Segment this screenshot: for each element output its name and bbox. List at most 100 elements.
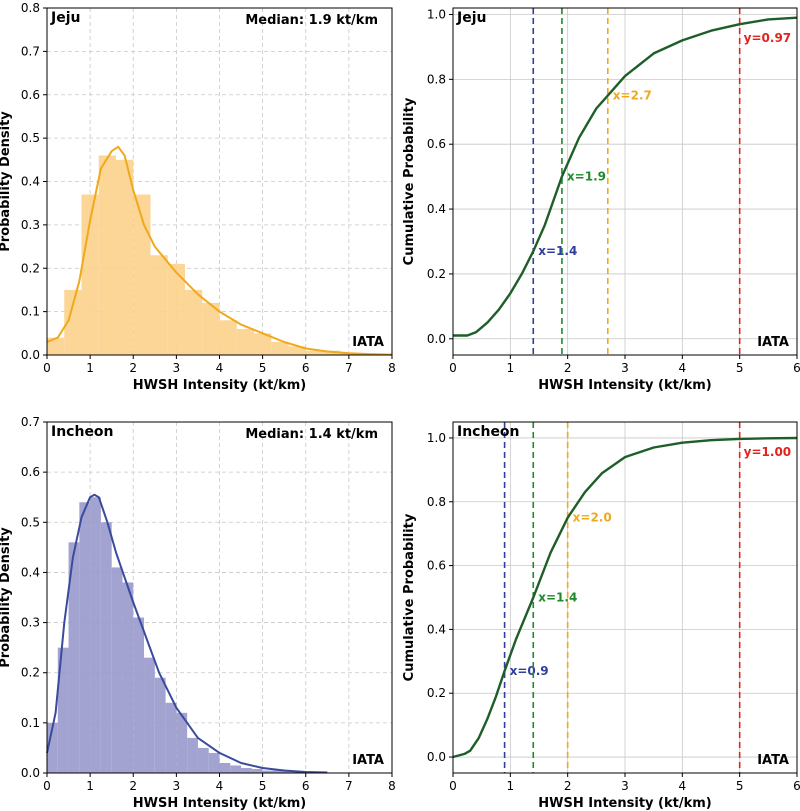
y-tick-label: 0.8 <box>21 1 40 15</box>
x-tick-label: 8 <box>388 779 396 793</box>
histogram-bar <box>98 155 116 355</box>
x-axis-label: HWSH Intensity (kt/km) <box>133 378 306 393</box>
histogram-bar <box>236 328 254 355</box>
cdf-curve <box>452 436 798 759</box>
x-tick-label: 5 <box>736 361 744 375</box>
histogram-bar <box>116 159 134 355</box>
x-tick-label: 1 <box>86 779 94 793</box>
x-tick-label: 1 <box>507 779 515 793</box>
histogram-bar <box>219 762 231 773</box>
histogram-bar <box>288 346 306 355</box>
x-tick-label: 0 <box>449 361 457 375</box>
iata-watermark: IATA <box>352 335 384 350</box>
panel-incheon-pdf: 0 1 2 3 4 5 6 7 8 0.0 0.1 0.2 0.3 0.4 0.5 0.6 0.7 HWSH I… <box>0 415 396 811</box>
histogram-bar <box>68 542 80 773</box>
kde-curve <box>46 145 393 356</box>
reference-line-label: x=1.4 <box>538 591 577 605</box>
x-tick-label: 6 <box>302 779 310 793</box>
x-tick-label: 2 <box>129 779 137 793</box>
histogram-bar <box>122 582 134 773</box>
histogram-bar <box>133 617 145 773</box>
cdf-curve <box>453 16 798 337</box>
panel-jeju-pdf: 0 1 2 3 4 5 6 7 8 0.0 0.1 0.2 0.3 0.4 0.5 0.6 0.7 0.8 HWS… <box>0 1 396 393</box>
histogram-bar <box>90 497 101 773</box>
reference-line-label: x=2.7 <box>613 89 652 103</box>
panel-title: Jeju <box>50 10 80 26</box>
x-axis-label: HWSH Intensity (kt/km) <box>538 378 711 393</box>
panel-incheon-cdf: x=0.9 x=1.4 x=2.0 y=1.00 0 1 2 3 4 5 6 0.0 0.2 0.4 0.… <box>402 421 800 811</box>
x-tick-label: 7 <box>345 361 353 375</box>
y-tick-label: 0.1 <box>21 305 40 319</box>
histogram-bar <box>230 765 242 773</box>
y-tick-label: 0.8 <box>427 72 446 86</box>
x-tick-label: 5 <box>259 779 267 793</box>
histogram-bar <box>167 263 185 355</box>
reference-line-label: x=1.4 <box>538 244 577 258</box>
x-tick-label: 4 <box>216 779 224 793</box>
x-tick-label: 3 <box>621 779 629 793</box>
histogram-bar <box>144 657 155 773</box>
y-tick-label: 0.6 <box>21 465 40 479</box>
x-tick-label: 4 <box>679 779 687 793</box>
x-tick-label: 0 <box>43 779 51 793</box>
histogram-bar <box>100 522 112 773</box>
y-axis-label: Probability Density <box>0 527 13 668</box>
y-tick-label: 0.4 <box>427 622 446 636</box>
panel-jeju-cdf: x=1.4 x=1.9 x=2.7 y=0.97 0 1 2 3 4 5 6 0.0 0.2 0.4 0.… <box>402 7 800 393</box>
x-tick-label: 4 <box>216 361 224 375</box>
iata-watermark: IATA <box>757 753 789 768</box>
histogram-bar <box>47 722 58 773</box>
y-tick-label: 1.0 <box>427 7 446 21</box>
histogram-bar <box>111 567 123 773</box>
x-tick-label: 3 <box>173 361 181 375</box>
iata-watermark: IATA <box>352 753 384 768</box>
histogram-bar <box>47 337 65 355</box>
y-tick-label: 0.1 <box>21 716 40 730</box>
y-tick-label: 0.0 <box>427 332 446 346</box>
y-tick-label: 0.2 <box>21 261 40 275</box>
median-label: Median: 1.9 kt/km <box>245 13 378 28</box>
x-tick-label: 7 <box>345 779 353 793</box>
histogram-bar <box>150 255 168 355</box>
histogram-bar <box>133 194 151 355</box>
y-tick-label: 0.2 <box>21 666 40 680</box>
histogram-bar <box>187 737 198 773</box>
histogram-bar <box>202 302 220 355</box>
x-tick-label: 0 <box>43 361 51 375</box>
x-tick-label: 5 <box>259 361 267 375</box>
histogram-bar <box>79 502 91 773</box>
histogram-bar <box>241 767 252 773</box>
panel-title: Incheon <box>457 424 520 440</box>
x-tick-label: 1 <box>507 361 515 375</box>
x-tick-label: 2 <box>564 779 572 793</box>
reference-line-label: y=1.00 <box>744 445 791 459</box>
y-tick-label: 0.3 <box>21 218 40 232</box>
y-tick-label: 0.4 <box>21 565 40 579</box>
x-tick-label: 2 <box>564 361 572 375</box>
x-tick-label: 4 <box>679 361 687 375</box>
y-tick-label: 0.6 <box>427 137 446 151</box>
kde-curve <box>46 493 328 774</box>
y-axis-label: Probability Density <box>0 111 13 252</box>
y-tick-label: 0.6 <box>21 88 40 102</box>
y-tick-label: 0.2 <box>427 267 446 281</box>
x-tick-label: 3 <box>621 361 629 375</box>
x-tick-label: 8 <box>388 361 396 375</box>
x-tick-label: 6 <box>793 779 800 793</box>
x-tick-label: 5 <box>736 779 744 793</box>
y-tick-label: 0.7 <box>21 415 40 429</box>
x-tick-label: 6 <box>793 361 800 375</box>
reference-line-label: x=2.0 <box>573 511 612 525</box>
x-tick-label: 3 <box>173 779 181 793</box>
x-tick-label: 6 <box>302 361 310 375</box>
y-tick-label: 0.4 <box>21 175 40 189</box>
panel-title: Jeju <box>456 10 486 26</box>
y-tick-label: 0.7 <box>21 44 40 58</box>
histogram-bar <box>254 333 272 355</box>
histogram-bar <box>57 647 69 773</box>
reference-line-label: x=0.9 <box>510 664 549 678</box>
y-tick-label: 0.8 <box>427 495 446 509</box>
reference-line-label: y=0.97 <box>744 31 791 45</box>
iata-watermark: IATA <box>757 335 789 350</box>
